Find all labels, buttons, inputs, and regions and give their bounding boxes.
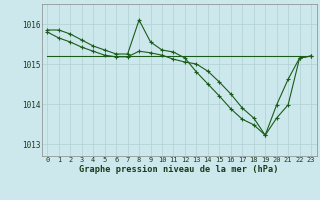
X-axis label: Graphe pression niveau de la mer (hPa): Graphe pression niveau de la mer (hPa) — [79, 165, 279, 174]
